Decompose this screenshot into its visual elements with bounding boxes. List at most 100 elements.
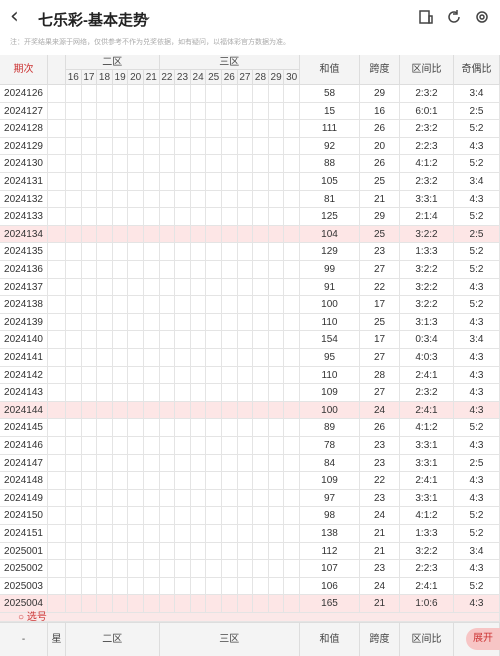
number-cell: [175, 120, 191, 138]
refresh-icon[interactable]: [446, 9, 462, 25]
number-cell: [175, 472, 191, 490]
number-cell: [284, 85, 300, 103]
interval-cell: 2:1:4: [400, 208, 454, 226]
number-cell: [175, 454, 191, 473]
number-cell: [175, 261, 191, 279]
number-cell: [66, 437, 82, 455]
sum-cell: 88: [300, 155, 360, 173]
number-cell: [190, 102, 207, 121]
expand-button[interactable]: 展开: [466, 628, 500, 650]
number-cell: [128, 349, 144, 367]
number-cell: [175, 85, 191, 103]
star-cell: [48, 208, 66, 226]
number-cell: [128, 472, 144, 490]
number-cell: [222, 120, 238, 138]
number-cell: [112, 155, 129, 173]
number-cell: [128, 542, 144, 561]
number-cell: [144, 437, 160, 455]
number-cell: [81, 208, 98, 226]
interval-cell: 2:3:2: [400, 120, 454, 138]
number-cell: [268, 454, 285, 473]
number-cell: [144, 278, 160, 297]
star-cell: [48, 472, 66, 490]
number-cell: [112, 472, 129, 490]
select-row: ○ 选号: [0, 612, 500, 623]
number-cell: [81, 296, 98, 314]
period-cell: 2024127: [0, 102, 48, 121]
odd-even-cell: 5:2: [454, 208, 500, 226]
number-cell: [97, 85, 113, 103]
number-cell: [66, 296, 82, 314]
number-cell: [159, 489, 176, 508]
footer-star: 星: [48, 623, 66, 656]
number-cell: [206, 577, 222, 596]
number-cell: [159, 313, 176, 332]
number-cell: [159, 225, 176, 244]
number-cell: [222, 419, 238, 437]
star-cell: [48, 261, 66, 279]
sum-cell: 100: [300, 296, 360, 314]
number-cell: [97, 542, 113, 561]
number-cell: [284, 173, 300, 191]
number-cell: [190, 85, 207, 103]
number-cell: [222, 261, 238, 279]
number-cell: [190, 560, 207, 578]
odd-even-cell: 4:3: [454, 366, 500, 385]
star-cell: [48, 401, 66, 420]
number-cell: [175, 243, 191, 261]
number-cell: [237, 489, 254, 508]
number-cell: [237, 366, 254, 385]
footer-zone3: 三区: [160, 623, 300, 656]
number-cell: [190, 437, 207, 455]
number-cell: [66, 507, 82, 525]
number-cell: [144, 85, 160, 103]
star-cell: [48, 542, 66, 561]
number-cell: [66, 349, 82, 367]
select-number-label[interactable]: ○ 选号: [18, 612, 47, 623]
sum-cell: 109: [300, 384, 360, 402]
number-cell: [128, 243, 144, 261]
number-cell: [237, 102, 254, 121]
number-cell: [175, 190, 191, 209]
number-cell: [97, 401, 113, 420]
number-cell: [268, 190, 285, 209]
number-cell: [112, 366, 129, 385]
number-cell: [268, 225, 285, 244]
interval-cell: 2:4:1: [400, 472, 454, 490]
number-cell: [190, 472, 207, 490]
number-cell: [253, 507, 269, 525]
number-cell: [66, 120, 82, 138]
number-cell: [144, 243, 160, 261]
sum-cell: 15: [300, 102, 360, 121]
period-cell: 2024148: [0, 472, 48, 490]
number-cell: [159, 472, 176, 490]
sum-cell: 165: [300, 595, 360, 613]
number-cell: [81, 243, 98, 261]
number-cell: [112, 419, 129, 437]
star-cell: [48, 366, 66, 385]
chevron-down-icon[interactable]: ⌄: [142, 9, 153, 23]
number-cell: [268, 384, 285, 402]
star-cell: [48, 595, 66, 613]
number-cell: [222, 225, 238, 244]
number-cell: [97, 366, 113, 385]
number-cell: [206, 85, 222, 103]
number-cell: [81, 577, 98, 596]
number-cell: [222, 173, 238, 191]
number-header: 29: [268, 70, 285, 85]
back-icon[interactable]: ‹: [10, 4, 19, 29]
number-cell: [97, 560, 113, 578]
number-cell: [237, 120, 254, 138]
settings-icon[interactable]: [474, 9, 490, 25]
number-cell: [112, 595, 129, 613]
interval-cell: 3:1:3: [400, 313, 454, 332]
odd-even-cell: 4:3: [454, 190, 500, 209]
number-cell: [175, 560, 191, 578]
number-cell: [190, 208, 207, 226]
number-cell: [144, 525, 160, 543]
span-cell: 26: [360, 155, 400, 173]
table-footer: -星二区三区和值跨度区间比奇: [0, 622, 500, 656]
number-cell: [284, 225, 300, 244]
number-cell: [128, 155, 144, 173]
document-icon[interactable]: [418, 9, 434, 25]
